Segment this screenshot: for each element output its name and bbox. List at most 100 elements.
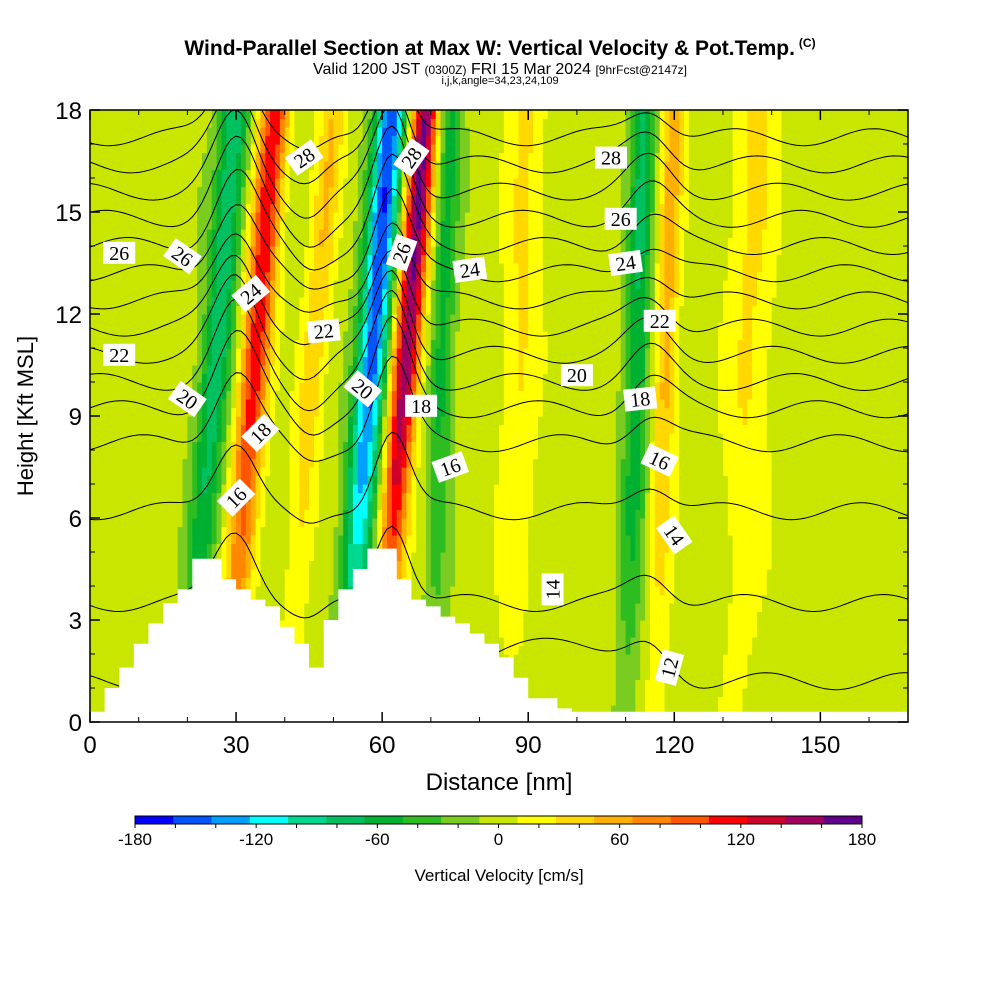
- velocity-cell: [192, 229, 198, 239]
- velocity-cell: [231, 254, 237, 264]
- velocity-cell: [211, 399, 218, 409]
- velocity-cell: [372, 526, 378, 536]
- velocity-cell: [148, 390, 154, 400]
- velocity-cell: [294, 373, 300, 383]
- velocity-cell: [313, 552, 320, 562]
- velocity-cell: [309, 220, 315, 230]
- velocity-cell: [318, 577, 325, 587]
- velocity-cell: [109, 560, 115, 570]
- velocity-cell: [114, 195, 120, 205]
- velocity-cell: [284, 118, 291, 128]
- velocity-cell: [348, 450, 354, 460]
- velocity-cell: [143, 127, 150, 137]
- velocity-cell: [236, 467, 242, 477]
- velocity-cell: [99, 212, 106, 222]
- velocity-cell: [245, 458, 252, 468]
- velocity-cell: [425, 560, 432, 570]
- velocity-cell: [167, 186, 174, 196]
- velocity-cell: [177, 526, 184, 536]
- velocity-cell: [114, 229, 120, 239]
- velocity-cell: [289, 569, 296, 579]
- velocity-cell: [138, 543, 145, 553]
- velocity-cell: [236, 229, 242, 239]
- velocity-cell: [153, 263, 159, 273]
- velocity-cell: [382, 543, 388, 553]
- velocity-cell: [167, 441, 174, 451]
- velocity-cell: [177, 348, 184, 358]
- velocity-cell: [172, 322, 179, 332]
- velocity-cell: [313, 220, 320, 230]
- velocity-cell: [323, 424, 330, 434]
- velocity-cell: [94, 322, 101, 332]
- velocity-cell: [187, 441, 193, 451]
- velocity-cell: [231, 348, 237, 358]
- velocity-cell: [309, 135, 315, 145]
- velocity-cell: [221, 569, 227, 579]
- velocity-cell: [396, 552, 403, 562]
- velocity-cell: [309, 628, 315, 638]
- velocity-cell: [158, 135, 164, 145]
- velocity-cell: [167, 331, 174, 341]
- velocity-cell: [421, 339, 427, 349]
- velocity-cell: [158, 450, 164, 460]
- velocity-cell: [109, 637, 115, 647]
- velocity-cell: [411, 509, 417, 519]
- velocity-cell: [240, 118, 247, 128]
- velocity-cell: [197, 280, 203, 290]
- velocity-cell: [104, 484, 111, 494]
- velocity-cell: [318, 603, 325, 613]
- velocity-cell: [163, 424, 169, 434]
- velocity-cell: [114, 543, 120, 553]
- velocity-cell: [124, 203, 130, 213]
- velocity-cell: [114, 382, 120, 392]
- velocity-cell: [352, 535, 359, 545]
- velocity-cell: [163, 569, 169, 579]
- velocity-cell: [357, 305, 364, 315]
- velocity-cell: [391, 526, 398, 536]
- velocity-cell: [352, 288, 359, 298]
- velocity-cell: [99, 305, 106, 315]
- velocity-cell: [99, 186, 106, 196]
- velocity-cell: [206, 110, 213, 120]
- velocity-cell: [153, 186, 159, 196]
- velocity-cell: [119, 424, 125, 434]
- velocity-cell: [138, 475, 145, 485]
- velocity-cell: [148, 331, 154, 341]
- velocity-cell: [387, 467, 393, 477]
- velocity-cell: [343, 569, 349, 579]
- velocity-cell: [109, 586, 115, 596]
- velocity-cell: [221, 535, 227, 545]
- velocity-cell: [391, 433, 398, 443]
- velocity-cell: [172, 407, 179, 417]
- velocity-cell: [421, 229, 427, 239]
- velocity-cell: [226, 526, 232, 536]
- velocity-cell: [260, 220, 266, 230]
- velocity-cell: [387, 263, 393, 273]
- velocity-cell: [289, 322, 296, 332]
- velocity-cell: [289, 603, 296, 613]
- velocity-cell: [153, 254, 159, 264]
- velocity-cell: [138, 611, 145, 621]
- velocity-cell: [94, 416, 101, 426]
- velocity-cell: [270, 416, 276, 426]
- velocity-cell: [124, 467, 130, 477]
- velocity-cell: [90, 407, 96, 417]
- velocity-cell: [338, 467, 344, 477]
- velocity-cell: [211, 390, 218, 400]
- velocity-cell: [313, 382, 320, 392]
- velocity-cell: [187, 237, 193, 247]
- velocity-cell: [133, 339, 140, 349]
- velocity-cell: [294, 237, 300, 247]
- velocity-cell: [265, 144, 271, 154]
- velocity-cell: [255, 212, 262, 222]
- velocity-cell: [182, 118, 188, 128]
- velocity-cell: [275, 594, 281, 604]
- velocity-cell: [158, 144, 164, 154]
- velocity-cell: [255, 492, 262, 502]
- velocity-cell: [352, 356, 359, 366]
- velocity-cell: [362, 144, 369, 154]
- velocity-cell: [201, 526, 208, 536]
- velocity-cell: [323, 314, 330, 324]
- valid-utc: (0300Z): [424, 63, 467, 77]
- velocity-cell: [240, 535, 247, 545]
